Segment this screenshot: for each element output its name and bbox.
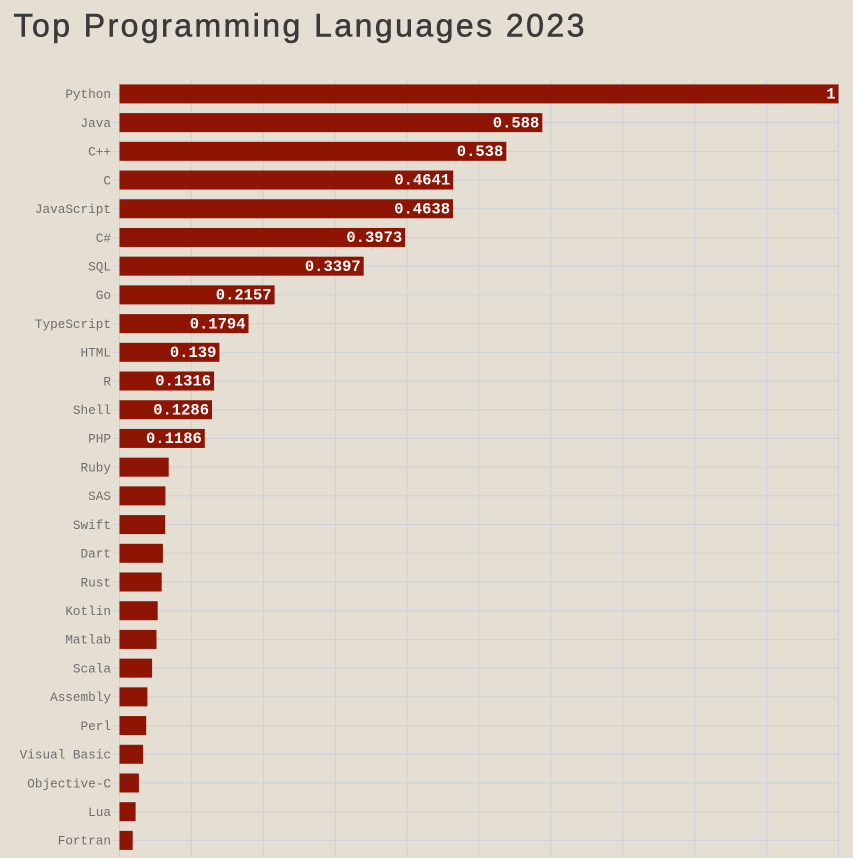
svg-text:Matlab: Matlab — [65, 633, 111, 648]
svg-text:Top Programming Languages 2023: Top Programming Languages 2023 — [14, 8, 587, 44]
svg-text:Assembly: Assembly — [50, 690, 111, 705]
svg-text:0.3973: 0.3973 — [346, 229, 402, 247]
svg-text:0.1316: 0.1316 — [155, 373, 211, 391]
svg-text:Kotlin: Kotlin — [65, 604, 111, 619]
svg-text:Lua: Lua — [88, 805, 111, 820]
svg-text:C: C — [103, 173, 111, 188]
svg-text:C#: C# — [96, 231, 112, 246]
svg-text:Visual Basic: Visual Basic — [20, 748, 111, 763]
svg-text:Shell: Shell — [73, 403, 111, 418]
svg-text:0.1794: 0.1794 — [190, 315, 246, 333]
svg-text:PHP: PHP — [88, 432, 111, 447]
svg-text:Objective-C: Objective-C — [27, 776, 111, 791]
svg-text:0.1186: 0.1186 — [146, 430, 202, 448]
svg-text:0.3397: 0.3397 — [305, 258, 361, 276]
svg-text:0.4638: 0.4638 — [394, 200, 450, 218]
svg-text:0.588: 0.588 — [493, 114, 540, 132]
svg-text:0.139: 0.139 — [170, 344, 217, 362]
svg-text:TypeScript: TypeScript — [35, 317, 111, 332]
svg-text:0.4641: 0.4641 — [394, 172, 450, 190]
svg-text:1: 1 — [826, 86, 835, 104]
svg-text:SQL: SQL — [88, 259, 111, 274]
svg-text:0.538: 0.538 — [457, 143, 504, 161]
svg-text:Rust: Rust — [81, 575, 111, 590]
svg-text:0.1286: 0.1286 — [153, 401, 209, 419]
svg-text:R: R — [103, 374, 111, 389]
svg-text:Swift: Swift — [73, 518, 111, 533]
svg-text:SAS: SAS — [88, 489, 111, 504]
svg-text:Go: Go — [96, 288, 111, 303]
svg-text:0.2157: 0.2157 — [216, 287, 272, 305]
svg-text:Java: Java — [81, 116, 112, 131]
svg-text:Dart: Dart — [81, 547, 111, 562]
svg-text:C++: C++ — [88, 145, 111, 160]
svg-text:Fortran: Fortran — [58, 834, 111, 849]
svg-text:HTML: HTML — [81, 346, 111, 361]
svg-text:Scala: Scala — [73, 661, 111, 676]
svg-text:JavaScript: JavaScript — [35, 202, 111, 217]
svg-text:Ruby: Ruby — [81, 460, 112, 475]
svg-text:Perl: Perl — [81, 719, 111, 734]
svg-text:Python: Python — [65, 87, 111, 102]
